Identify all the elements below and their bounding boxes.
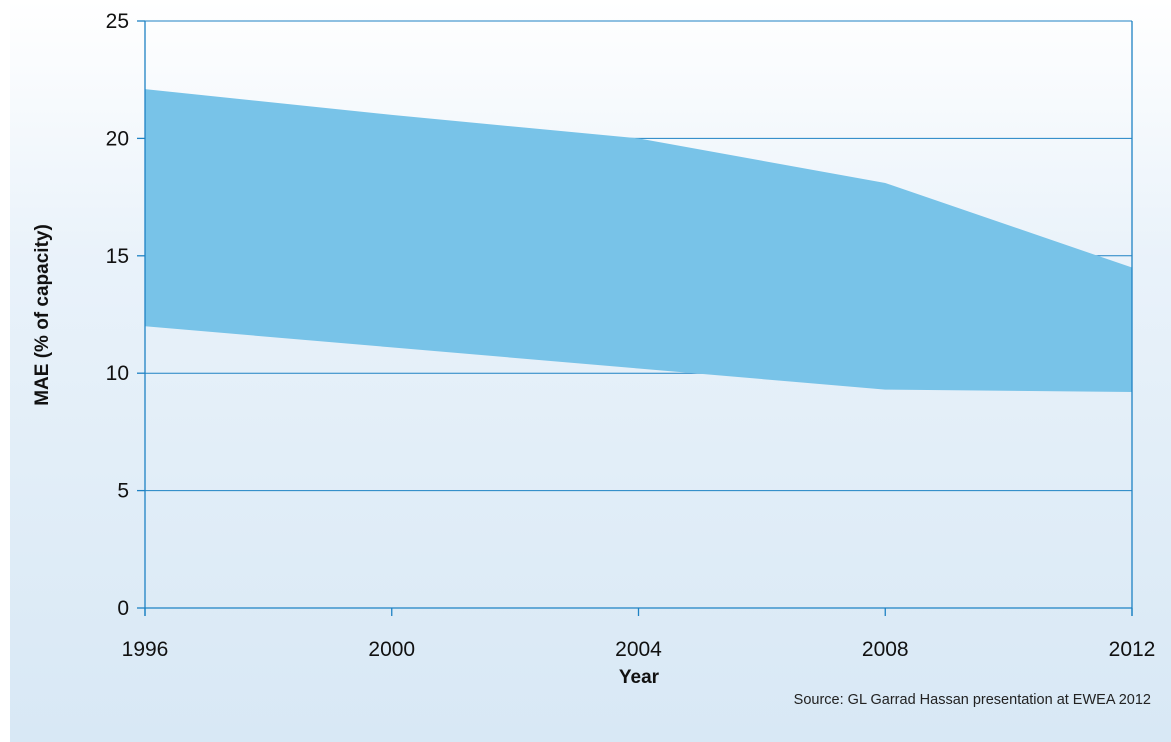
y-tick-label-15: 15: [106, 245, 129, 268]
y-tick-label-10: 10: [106, 362, 129, 385]
x-axis-title: Year: [619, 667, 660, 688]
x-tick-label-1996: 1996: [122, 638, 169, 661]
y-tick-label-20: 20: [106, 127, 129, 150]
y-tick-label-5: 5: [117, 480, 129, 503]
y-tick-labels: 0 5 10 15 20 25: [106, 10, 129, 620]
x-tick-label-2004: 2004: [615, 638, 662, 661]
y-tick-label-0: 0: [117, 597, 129, 620]
x-tick-label-2008: 2008: [862, 638, 909, 661]
y-axis-title: MAE (% of capacity): [32, 224, 53, 406]
mae-range-band: [145, 89, 1132, 392]
x-tick-labels: 1996 2000 2004 2008 2012: [122, 638, 1156, 661]
y-tick-label-25: 25: [106, 10, 129, 33]
x-tick-label-2012: 2012: [1109, 638, 1156, 661]
x-tick-label-2000: 2000: [368, 638, 415, 661]
source-note: Source: GL Garrad Hassan presentation at…: [794, 692, 1151, 708]
